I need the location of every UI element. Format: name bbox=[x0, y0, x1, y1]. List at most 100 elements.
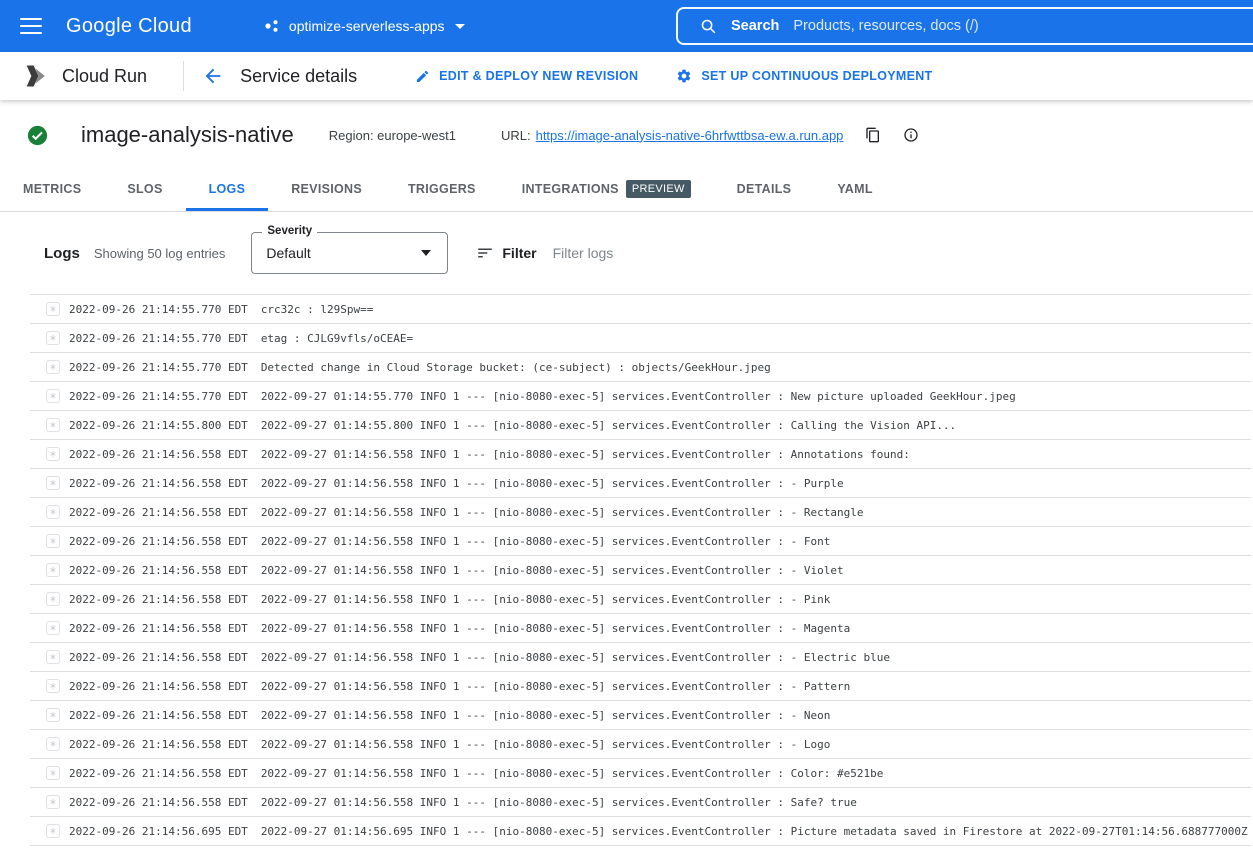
log-row[interactable]: * 2022-09-26 21:14:56.558 EDT 2022-09-27 0… bbox=[30, 730, 1251, 759]
info-icon bbox=[904, 128, 919, 142]
tab-label: LOGS bbox=[208, 182, 246, 196]
tab-details[interactable]: DETAILS bbox=[714, 170, 815, 211]
log-row[interactable]: * 2022-09-26 21:14:56.558 EDT 2022-09-27 0… bbox=[30, 701, 1251, 730]
divider bbox=[183, 61, 185, 91]
expand-icon[interactable]: * bbox=[46, 766, 60, 782]
expand-icon[interactable]: * bbox=[46, 389, 60, 405]
log-timestamp: 2022-09-26 21:14:56.558 EDT bbox=[69, 505, 248, 519]
project-switcher[interactable]: optimize-serverless-apps bbox=[264, 18, 465, 34]
log-timestamp: 2022-09-26 21:14:56.558 EDT bbox=[69, 766, 248, 780]
expand-icon[interactable]: * bbox=[46, 592, 60, 608]
log-row[interactable]: * 2022-09-26 21:14:56.558 EDT 2022-09-27 0… bbox=[30, 498, 1251, 527]
tab-label: METRICS bbox=[23, 182, 82, 196]
log-timestamp: 2022-09-26 21:14:56.558 EDT bbox=[69, 650, 248, 664]
log-row[interactable]: * 2022-09-26 21:14:55.770 EDT 2022-09-27 0… bbox=[30, 382, 1251, 411]
expand-icon[interactable]: * bbox=[46, 824, 60, 840]
log-timestamp: 2022-09-26 21:14:55.770 EDT bbox=[69, 331, 248, 345]
info-button[interactable] bbox=[903, 127, 919, 143]
tab-label: INTEGRATIONS bbox=[521, 182, 619, 196]
expand-icon[interactable]: * bbox=[46, 534, 60, 550]
log-row[interactable]: * 2022-09-26 21:14:56.558 EDT 2022-09-27 0… bbox=[30, 556, 1251, 585]
menu-icon[interactable] bbox=[20, 13, 42, 39]
expand-icon[interactable]: * bbox=[46, 360, 60, 376]
log-row[interactable]: * 2022-09-26 21:14:56.695 EDT 2022-09-27 0… bbox=[30, 817, 1251, 846]
tab-yaml[interactable]: YAML bbox=[814, 170, 895, 211]
filter-box[interactable]: Filter Filter logs bbox=[476, 244, 613, 262]
edit-deploy-label: EDIT & DEPLOY NEW REVISION bbox=[439, 69, 639, 83]
product-name: Cloud Run bbox=[62, 65, 148, 86]
filter-icon bbox=[478, 248, 493, 258]
tab-label: YAML bbox=[837, 182, 873, 196]
expand-icon[interactable]: * bbox=[46, 447, 60, 463]
log-timestamp: 2022-09-26 21:14:56.558 EDT bbox=[69, 795, 248, 809]
top-app-bar: Google Cloud optimize-serverless-apps Se… bbox=[0, 0, 1253, 52]
setup-continuous-deployment-button[interactable]: SET UP CONTINUOUS DEPLOYMENT bbox=[676, 68, 932, 84]
log-row[interactable]: * 2022-09-26 21:14:56.558 EDT 2022-09-27 0… bbox=[30, 469, 1251, 498]
service-header: image-analysis-native Region: europe-wes… bbox=[0, 100, 1253, 170]
tab-triggers[interactable]: TRIGGERS bbox=[385, 170, 499, 211]
search-icon bbox=[701, 19, 716, 33]
tab-integrations[interactable]: INTEGRATIONS PREVIEW bbox=[499, 170, 714, 211]
severity-select[interactable]: Severity Default bbox=[251, 225, 449, 274]
tab-slos[interactable]: SLOS bbox=[104, 170, 185, 211]
expand-icon[interactable]: * bbox=[46, 650, 60, 666]
log-row[interactable]: * 2022-09-26 21:14:55.770 EDT crc32c : l29… bbox=[30, 295, 1251, 324]
edit-deploy-button[interactable]: EDIT & DEPLOY NEW REVISION bbox=[415, 69, 638, 84]
search-input[interactable]: Search Products, resources, docs (/) bbox=[676, 7, 1253, 45]
log-message: 2022-09-27 01:14:56.558 INFO 1 --- [nio-… bbox=[260, 592, 831, 606]
expand-icon[interactable]: * bbox=[46, 708, 60, 724]
tabs: METRICS SLOS LOGS REVISIONS TRIGGERS INTEGRAT… bbox=[0, 170, 1253, 212]
tab-metrics[interactable]: METRICS bbox=[0, 170, 104, 211]
google-cloud-logo: Google Cloud bbox=[66, 14, 192, 37]
log-timestamp: 2022-09-26 21:14:56.558 EDT bbox=[69, 447, 248, 461]
log-list: * 2022-09-26 21:14:55.770 EDT crc32c : l29… bbox=[30, 294, 1251, 846]
log-row[interactable]: * 2022-09-26 21:14:55.770 EDT etag : CJLG9… bbox=[30, 324, 1251, 353]
expand-icon[interactable]: * bbox=[46, 737, 60, 753]
log-message: 2022-09-27 01:14:56.695 INFO 1 --- [nio-… bbox=[260, 824, 1248, 838]
expand-icon[interactable]: * bbox=[46, 302, 60, 318]
log-row[interactable]: * 2022-09-26 21:14:56.558 EDT 2022-09-27 0… bbox=[30, 759, 1251, 788]
log-row[interactable]: * 2022-09-26 21:14:55.800 EDT 2022-09-27 0… bbox=[30, 411, 1251, 440]
service-url-link[interactable]: https://image-analysis-native-6hrfwttbsa… bbox=[535, 127, 844, 143]
log-timestamp: 2022-09-26 21:14:55.800 EDT bbox=[69, 418, 248, 432]
log-row[interactable]: * 2022-09-26 21:14:56.558 EDT 2022-09-27 0… bbox=[30, 788, 1251, 817]
expand-icon[interactable]: * bbox=[46, 621, 60, 637]
filter-label: Filter bbox=[502, 245, 537, 261]
log-timestamp: 2022-09-26 21:14:56.558 EDT bbox=[69, 476, 248, 490]
log-row[interactable]: * 2022-09-26 21:14:56.558 EDT 2022-09-27 0… bbox=[30, 527, 1251, 556]
log-message: 2022-09-27 01:14:56.558 INFO 1 --- [nio-… bbox=[260, 447, 910, 461]
log-message: 2022-09-27 01:14:56.558 INFO 1 --- [nio-… bbox=[260, 563, 844, 577]
log-row[interactable]: * 2022-09-26 21:14:56.558 EDT 2022-09-27 0… bbox=[30, 672, 1251, 701]
log-row[interactable]: * 2022-09-26 21:14:55.770 EDT Detected cha… bbox=[30, 353, 1251, 382]
log-message: 2022-09-27 01:14:56.558 INFO 1 --- [nio-… bbox=[260, 795, 857, 809]
tab-logs[interactable]: LOGS bbox=[185, 170, 269, 211]
log-row[interactable]: * 2022-09-26 21:14:56.558 EDT 2022-09-27 0… bbox=[30, 614, 1251, 643]
logs-toolbar: Logs Showing 50 log entries Severity Def… bbox=[0, 212, 1253, 294]
copy-url-button[interactable] bbox=[865, 127, 881, 143]
expand-icon[interactable]: * bbox=[46, 418, 60, 434]
log-row[interactable]: * 2022-09-26 21:14:56.558 EDT 2022-09-27 0… bbox=[30, 643, 1251, 672]
log-message: 2022-09-27 01:14:56.558 INFO 1 --- [nio-… bbox=[260, 650, 890, 664]
back-button[interactable] bbox=[202, 65, 224, 87]
deploy-icon bbox=[678, 69, 691, 83]
back-arrow-icon bbox=[205, 68, 221, 84]
project-name: optimize-serverless-apps bbox=[288, 18, 445, 34]
log-timestamp: 2022-09-26 21:14:56.558 EDT bbox=[69, 679, 248, 693]
expand-icon[interactable]: * bbox=[46, 795, 60, 811]
severity-value: Default bbox=[266, 245, 311, 261]
log-message: 2022-09-27 01:14:56.558 INFO 1 --- [nio-… bbox=[260, 737, 831, 751]
expand-icon[interactable]: * bbox=[46, 331, 60, 347]
expand-icon[interactable]: * bbox=[46, 679, 60, 695]
tab-label: SLOS bbox=[127, 182, 163, 196]
expand-icon[interactable]: * bbox=[46, 563, 60, 579]
log-timestamp: 2022-09-26 21:14:55.770 EDT bbox=[69, 389, 248, 403]
log-message: etag : CJLG9vfls/oCEAE= bbox=[260, 331, 414, 345]
expand-icon[interactable]: * bbox=[46, 505, 60, 521]
edit-icon bbox=[417, 70, 429, 82]
tab-label: DETAILS bbox=[736, 182, 792, 196]
log-message: 2022-09-27 01:14:56.558 INFO 1 --- [nio-… bbox=[260, 505, 864, 519]
log-row[interactable]: * 2022-09-26 21:14:56.558 EDT 2022-09-27 0… bbox=[30, 440, 1251, 469]
expand-icon[interactable]: * bbox=[46, 476, 60, 492]
tab-revisions[interactable]: REVISIONS bbox=[268, 170, 385, 211]
log-row[interactable]: * 2022-09-26 21:14:56.558 EDT 2022-09-27 0… bbox=[30, 585, 1251, 614]
